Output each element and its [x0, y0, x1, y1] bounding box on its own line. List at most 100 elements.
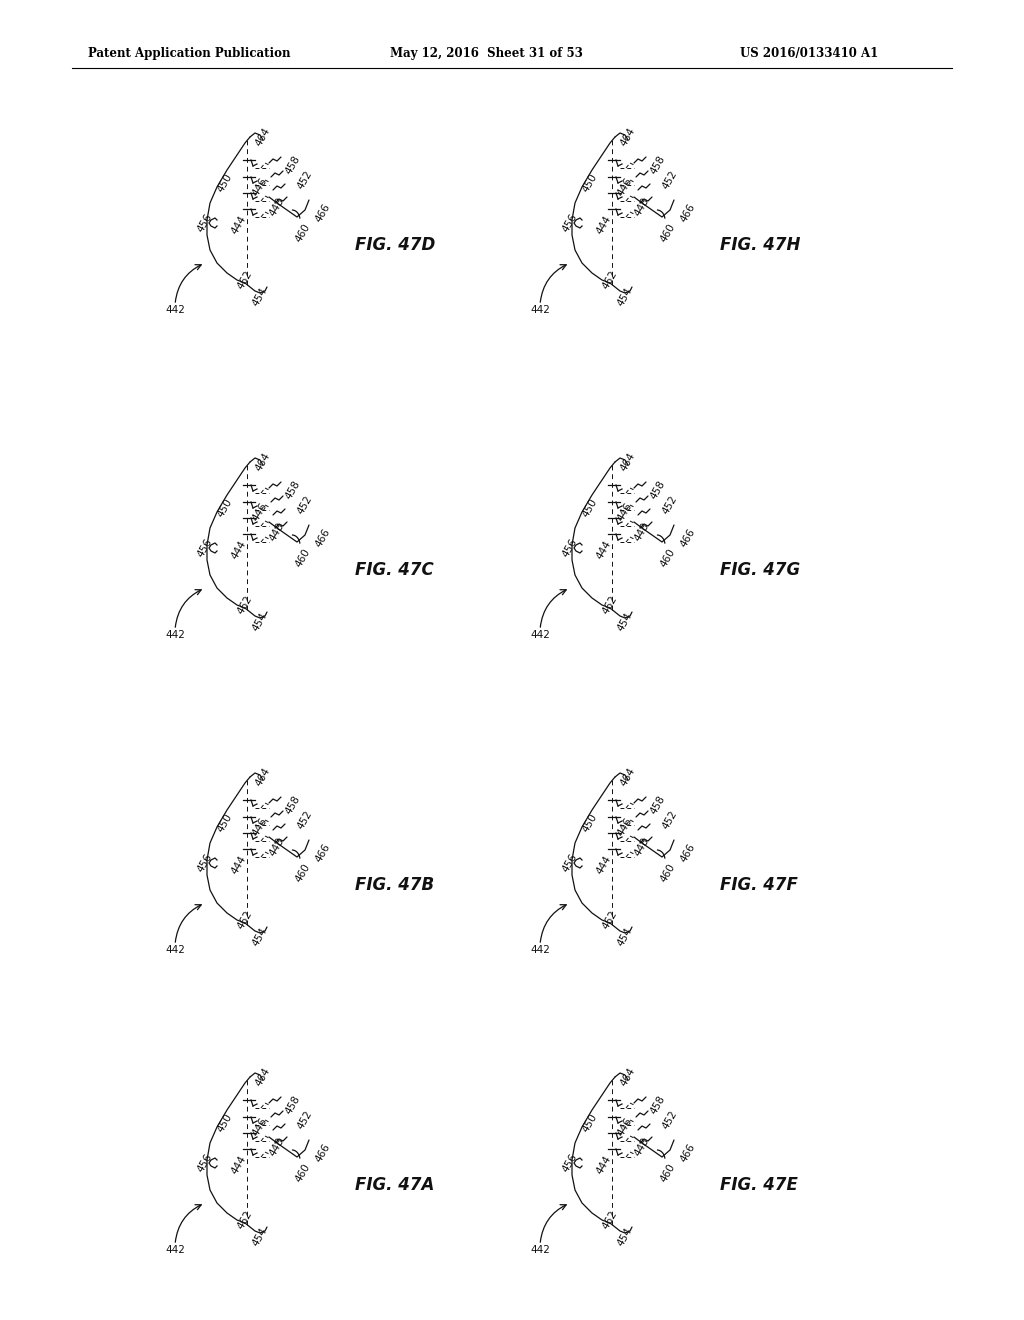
Text: 442: 442	[165, 630, 185, 640]
Text: 444: 444	[595, 1154, 613, 1176]
Text: 460: 460	[658, 862, 677, 884]
Text: 458: 458	[648, 1094, 668, 1117]
Text: 446: 446	[251, 176, 269, 198]
Text: 464: 464	[618, 766, 637, 788]
Text: 442: 442	[530, 630, 550, 640]
Text: 454: 454	[615, 611, 634, 634]
Text: FIG. 47B: FIG. 47B	[355, 876, 434, 894]
Text: 466: 466	[679, 527, 697, 549]
Text: 456: 456	[561, 213, 580, 234]
Text: 460: 460	[294, 546, 312, 569]
Text: FIG. 47A: FIG. 47A	[355, 1176, 434, 1195]
Text: 460: 460	[658, 222, 677, 244]
Text: 446: 446	[615, 176, 634, 198]
Text: FIG. 47E: FIG. 47E	[720, 1176, 798, 1195]
Text: 454: 454	[615, 925, 634, 948]
Text: 454: 454	[251, 1226, 269, 1249]
Text: 448: 448	[633, 195, 651, 218]
Text: 452: 452	[660, 494, 679, 516]
Text: 464: 464	[618, 125, 637, 148]
Text: 456: 456	[561, 1152, 580, 1173]
Text: 466: 466	[679, 202, 697, 224]
Text: 454: 454	[251, 286, 269, 308]
Text: FIG. 47H: FIG. 47H	[720, 236, 801, 253]
Text: 460: 460	[294, 862, 312, 884]
Text: 466: 466	[313, 527, 333, 549]
Text: 448: 448	[633, 521, 651, 543]
Text: 446: 446	[615, 816, 634, 838]
Text: 458: 458	[284, 479, 302, 502]
Text: 466: 466	[313, 202, 333, 224]
Text: 444: 444	[229, 539, 248, 561]
Text: 450: 450	[216, 172, 234, 194]
Text: May 12, 2016  Sheet 31 of 53: May 12, 2016 Sheet 31 of 53	[390, 46, 583, 59]
Text: 460: 460	[294, 222, 312, 244]
Text: 452: 452	[296, 809, 314, 832]
Text: 446: 446	[251, 500, 269, 523]
Text: 454: 454	[615, 286, 634, 308]
Text: 452: 452	[660, 169, 679, 191]
Text: 458: 458	[284, 1094, 302, 1117]
Text: 466: 466	[679, 842, 697, 865]
Text: 458: 458	[648, 793, 668, 816]
Text: 444: 444	[229, 1154, 248, 1176]
Text: 466: 466	[679, 1142, 697, 1164]
Text: 454: 454	[251, 611, 269, 634]
Text: 446: 446	[615, 500, 634, 523]
Text: 464: 464	[618, 1065, 637, 1088]
Text: 450: 450	[581, 812, 599, 834]
Text: 448: 448	[267, 195, 287, 218]
Text: 456: 456	[561, 851, 580, 874]
Text: 450: 450	[216, 496, 234, 519]
Text: 452: 452	[660, 809, 679, 832]
Text: 456: 456	[196, 537, 214, 560]
Text: FIG. 47C: FIG. 47C	[355, 561, 434, 579]
Text: 450: 450	[581, 172, 599, 194]
Text: 458: 458	[648, 479, 668, 502]
Text: 462: 462	[236, 269, 254, 292]
Text: 444: 444	[229, 854, 248, 876]
Text: 442: 442	[530, 1245, 550, 1255]
Text: 442: 442	[165, 1245, 185, 1255]
Text: 444: 444	[229, 214, 248, 236]
Text: 448: 448	[267, 1137, 287, 1158]
Text: 458: 458	[648, 154, 668, 176]
Text: Patent Application Publication: Patent Application Publication	[88, 46, 291, 59]
Text: 450: 450	[216, 812, 234, 834]
Text: 452: 452	[296, 494, 314, 516]
Text: 442: 442	[165, 305, 185, 315]
Text: 466: 466	[313, 842, 333, 865]
Text: 442: 442	[165, 945, 185, 954]
Text: 456: 456	[196, 851, 214, 874]
Text: 464: 464	[254, 766, 272, 788]
Text: 442: 442	[530, 305, 550, 315]
Text: FIG. 47G: FIG. 47G	[720, 561, 800, 579]
Text: 456: 456	[196, 213, 214, 234]
Text: 452: 452	[660, 1109, 679, 1131]
Text: 462: 462	[236, 909, 254, 931]
Text: 444: 444	[595, 214, 613, 236]
Text: 464: 464	[254, 451, 272, 473]
Text: 460: 460	[658, 1162, 677, 1184]
Text: 464: 464	[254, 125, 272, 148]
Text: 462: 462	[601, 1209, 620, 1232]
Text: 466: 466	[313, 1142, 333, 1164]
Text: 446: 446	[251, 816, 269, 838]
Text: 462: 462	[236, 1209, 254, 1232]
Text: 464: 464	[254, 1065, 272, 1088]
Text: 458: 458	[284, 154, 302, 176]
Text: 462: 462	[601, 909, 620, 931]
Text: 446: 446	[251, 1115, 269, 1138]
Text: 446: 446	[615, 1115, 634, 1138]
Text: FIG. 47F: FIG. 47F	[720, 876, 798, 894]
Text: 454: 454	[251, 925, 269, 948]
Text: 460: 460	[658, 546, 677, 569]
Text: 462: 462	[601, 594, 620, 616]
Text: 444: 444	[595, 539, 613, 561]
Text: 448: 448	[633, 836, 651, 858]
Text: 444: 444	[595, 854, 613, 876]
Text: 456: 456	[196, 1152, 214, 1173]
Text: FIG. 47D: FIG. 47D	[355, 236, 435, 253]
Text: 448: 448	[633, 1137, 651, 1158]
Text: 460: 460	[294, 1162, 312, 1184]
